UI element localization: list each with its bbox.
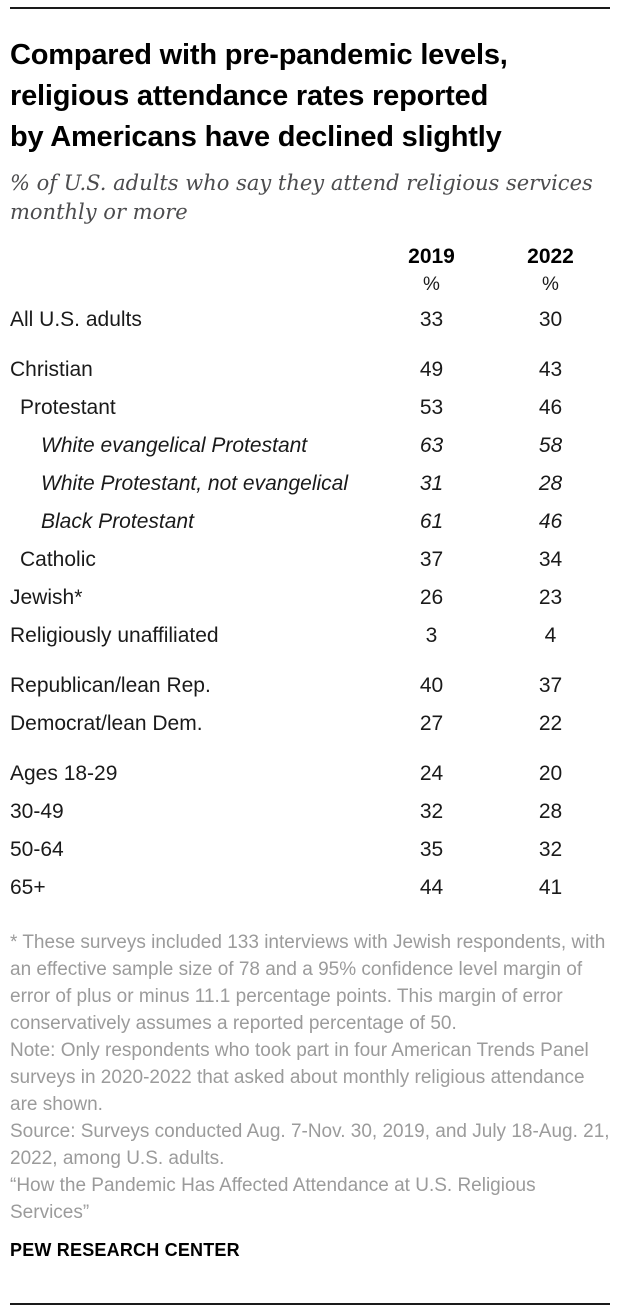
row-label: Religiously unaffiliated [10,624,219,647]
row-value-2022: 43 [538,358,563,381]
row-value-2019: 26 [419,586,444,609]
row-label: Jewish* [10,586,83,609]
row-value-2022: 30 [538,308,563,331]
bottom-divider [10,1303,610,1305]
footnote-paragraph: Source: Surveys conducted Aug. 7-Nov. 30… [10,1121,610,1169]
row-label: Republican/lean Rep. [10,674,211,697]
table-row: Religiously unaffiliated 3 4 [10,617,610,655]
row-value-2019: 33 [419,308,444,331]
page-subtitle: % of U.S. adults who say they attend rel… [10,171,593,224]
table-row: Democrat/lean Dem. 27 22 [10,705,610,743]
row-value-2019: 27 [419,712,444,735]
row-value-2019: 37 [419,548,444,571]
top-divider [10,7,610,9]
row-value-2019: 24 [419,762,444,785]
percent-spacer [10,269,372,301]
table-row: Protestant 53 46 [10,389,610,427]
title-line-3: by Americans have declined slightly [10,121,502,153]
table-row: 30-49 32 28 [10,793,610,831]
row-value-2022: 37 [538,674,563,697]
table-row: 65+ 44 41 [10,869,610,907]
row-value-2019: 49 [419,358,444,381]
row-value-2019: 35 [419,838,444,861]
row-value-2022: 22 [538,712,563,735]
row-label: 50-64 [10,838,64,861]
row-label: 65+ [10,876,46,899]
row-value-2022: 23 [538,586,563,609]
page-title: Compared with pre-pandemic levels, religi… [10,35,610,158]
row-value-2019: 40 [419,674,444,697]
row-value-2019: 31 [419,472,444,495]
row-value-2019: 32 [419,800,444,823]
row-value-2022: 4 [544,624,557,647]
table-row: All U.S. adults 33 30 [10,301,610,339]
row-label: Black Protestant [41,510,194,533]
row-value-2019: 61 [419,510,444,533]
table-row: White Protestant, not evangelical 31 28 [10,465,610,503]
table-row: Jewish* 26 23 [10,579,610,617]
row-value-2019: 44 [419,876,444,899]
row-value-2022: 20 [538,762,563,785]
table-row: White evangelical Protestant 63 58 [10,427,610,465]
row-value-2022: 58 [538,434,563,457]
table-body: All U.S. adults 33 30 Christian 49 43 Pr… [10,301,610,907]
row-value-2019: 63 [419,434,444,457]
row-value-2022: 28 [538,800,563,823]
row-label: White evangelical Protestant [41,434,308,457]
column-header-2022: 2022 [527,245,574,268]
table-row: Ages 18-29 24 20 [10,743,610,793]
header-spacer [10,235,372,269]
row-label: Protestant [20,396,116,419]
row-value-2019: 3 [425,624,438,647]
row-value-2019: 53 [419,396,444,419]
infographic-page: Compared with pre-pandemic levels, religi… [0,7,620,1315]
row-value-2022: 32 [538,838,563,861]
table-row: Black Protestant 61 46 [10,503,610,541]
attendance-table: 2019 2022 % % All U.S. adults 33 30 Chri… [10,235,610,907]
percent-symbol-2022: % [542,274,559,295]
title-line-2: religious attendance rates reported [10,80,489,112]
pew-research-center-wordmark: PEW RESEARCH CENTER [10,1240,240,1260]
footnote-paragraph: “How the Pandemic Has Affected Attendanc… [10,1175,536,1223]
row-value-2022: 41 [538,876,563,899]
row-value-2022: 46 [538,510,563,533]
row-label: Catholic [20,548,96,571]
percent-symbol-2019: % [423,274,440,295]
footnotes-block: * These surveys included 133 interviews … [10,929,610,1226]
table-row: 50-64 35 32 [10,831,610,869]
row-label: Christian [10,358,93,381]
table-header-row: 2019 2022 [10,235,610,269]
row-value-2022: 34 [538,548,563,571]
table-row: Republican/lean Rep. 40 37 [10,655,610,705]
percent-row: % % [10,269,610,301]
column-header-2019: 2019 [408,245,455,268]
footnote-paragraph: * These surveys included 133 interviews … [10,932,606,1034]
title-line-1: Compared with pre-pandemic levels, [10,39,508,71]
row-label: White Protestant, not evangelical [41,472,349,495]
row-label: Democrat/lean Dem. [10,712,203,735]
row-label: 30-49 [10,800,64,823]
row-label: All U.S. adults [10,308,142,331]
row-value-2022: 28 [538,472,563,495]
table-row: Christian 49 43 [10,339,610,389]
footnote-paragraph: Note: Only respondents who took part in … [10,1040,589,1115]
row-value-2022: 46 [538,396,563,419]
table-row: Catholic 37 34 [10,541,610,579]
row-label: Ages 18-29 [10,762,118,785]
